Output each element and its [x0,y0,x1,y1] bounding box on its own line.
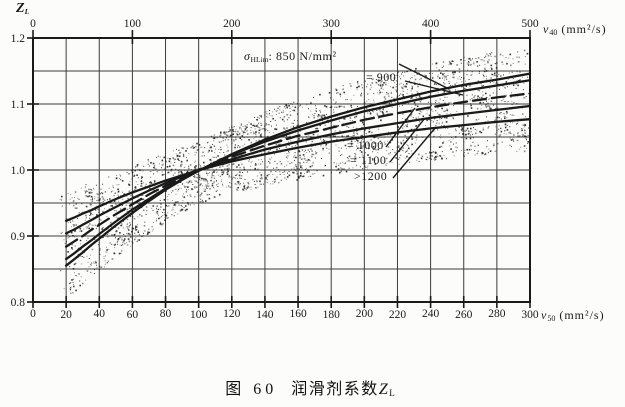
leader-lines [385,63,464,179]
curve-sigma-1200 [64,118,532,222]
top-axis-tick-label: 500 [521,18,539,30]
top-axis-tick-label: 400 [422,18,440,30]
top-x-axis-title: ν40 (mm²/s) [543,22,607,37]
bottom-axis-tick-label: 100 [190,309,208,321]
bottom-axis-tick-label: 0 [30,308,36,320]
scatter-band-stipple [59,49,530,294]
bottom-x-axis-title: ν50 (mm²/s) [541,308,605,323]
bottom-axis-tick-label: 60 [127,309,139,321]
y-axis-tick-label: 0.8 [11,297,26,309]
bottom-axis-tick-label: 20 [60,309,72,321]
top-axis-tick-label: 100 [124,18,142,30]
bottom-axis-tick-label: 260 [455,309,473,321]
y-axis-tick-label: 1.2 [11,33,26,45]
bottom-axis-tick-label: 120 [223,308,241,320]
y-axis-tick-label: 1.0 [11,165,26,177]
bottom-axis-tick-label: 240 [422,308,440,320]
top-axis-tick-label: 300 [323,18,341,30]
y-axis-tick-label: 0.9 [11,231,26,243]
curve-label-900: = 900 [366,70,397,84]
top-axis-tick-label: 200 [223,18,241,30]
top-axis-tick-label: 0 [30,18,36,30]
bottom-axis-tick-label: 300 [521,309,539,321]
axis-ticks [27,30,531,308]
axis-tick-labels: 0 100 200 300 400 500 0 20 40 60 80 100 120 140 160 180… [11,18,539,321]
bottom-axis-tick-label: 160 [289,308,307,320]
bottom-axis-tick-label: 40 [94,308,106,320]
figure-caption: 图 60 润滑剂系数ZL [225,381,395,398]
y-axis-tick-label: 1.1 [11,99,26,111]
sigma-hlim-850-label: σHLim: 850 N/mm² [244,49,337,64]
curve-label-1000: = 1000 [347,138,384,152]
bottom-axis-tick-label: 140 [256,309,274,321]
y-axis-title: ZL [16,1,30,16]
curve-label-1200: >1200 [354,169,388,183]
bottom-axis-tick-label: 80 [160,308,172,320]
bottom-axis-tick-label: 200 [356,308,374,320]
bottom-axis-tick-label: 220 [389,309,407,321]
curve-label-1100: = 1100 [350,153,387,167]
bottom-axis-tick-label: 280 [488,308,506,320]
bottom-axis-tick-label: 180 [323,309,341,321]
